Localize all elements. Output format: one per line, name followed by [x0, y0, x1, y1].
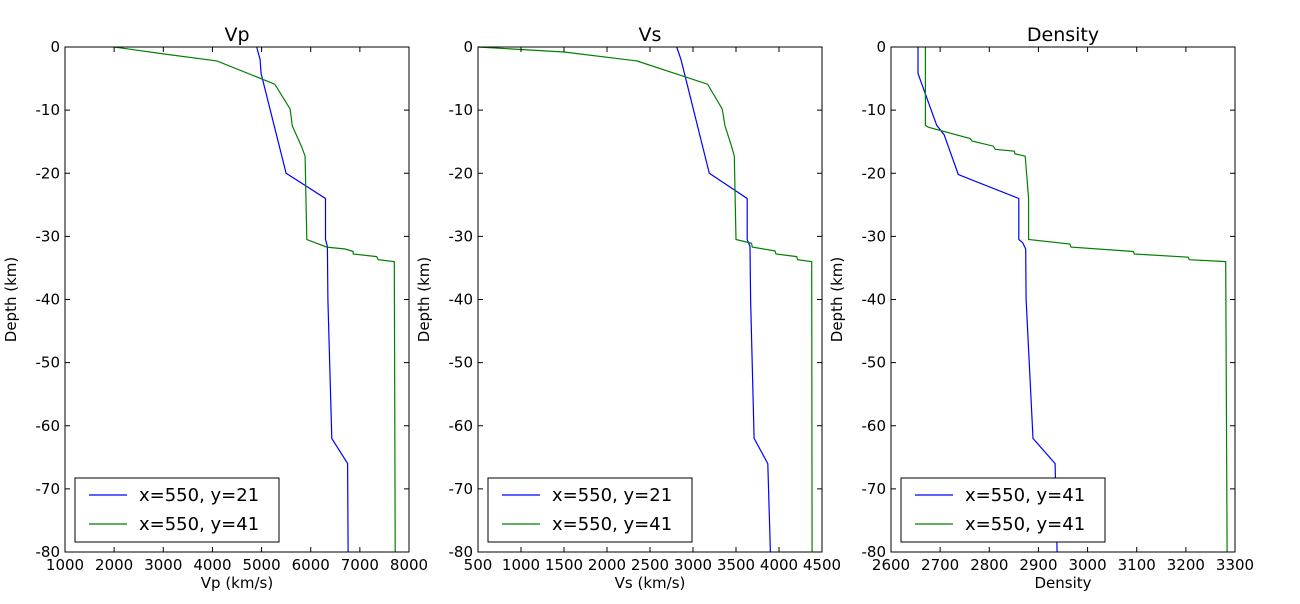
y-axis-label: Depth (km) [415, 257, 433, 342]
y-tick-label: -10 [449, 101, 474, 119]
y-tick-label: -40 [449, 291, 474, 309]
x-tick-label: 5000 [242, 556, 280, 574]
x-tick-label: 6000 [292, 556, 330, 574]
x-tick-label: 1000 [502, 556, 540, 574]
x-tick-label: 2800 [970, 556, 1008, 574]
legend-label: x=550, y=41 [965, 485, 1085, 506]
x-tick-label: 2000 [95, 556, 133, 574]
y-tick-label: -50 [862, 354, 887, 372]
y-tick-label: -20 [862, 164, 887, 182]
x-tick-label: 2500 [631, 556, 669, 574]
y-tick-label: -20 [36, 164, 61, 182]
legend: x=550, y=21 x=550, y=41 [487, 477, 693, 543]
y-axis-label: Depth (km) [828, 257, 846, 342]
subplot-title: Density [1027, 24, 1099, 46]
x-axis-label: Density [1034, 574, 1091, 592]
y-tick-label: -50 [449, 354, 474, 372]
y-tick-label: -60 [862, 417, 887, 435]
axes-frame [64, 46, 410, 553]
x-tick-label: 7000 [341, 556, 379, 574]
y-tick-label: -80 [449, 543, 474, 561]
subplot-density: 2600 2700 2800 2900 3000 3100 3200 3300 0 -10 -20 -… [828, 24, 1254, 592]
y-tick-label: -50 [36, 354, 61, 372]
subplot-title: Vs [639, 24, 662, 46]
y-tick-label: -70 [449, 480, 474, 498]
y-tick-label: -60 [449, 417, 474, 435]
y-tick-label: -60 [36, 417, 61, 435]
subplot-title: Vp [224, 24, 249, 46]
legend-label: x=550, y=41 [552, 514, 672, 535]
series-line-2 [114, 46, 396, 553]
y-tick-label: -20 [449, 164, 474, 182]
x-tick-label: 500 [464, 556, 493, 574]
y-tick-label: -70 [862, 480, 887, 498]
x-axis-label: Vs (km/s) [615, 574, 686, 592]
y-tick-label: -30 [449, 227, 474, 245]
legend-label: x=550, y=41 [139, 514, 259, 535]
x-tick-label: 3300 [1216, 556, 1254, 574]
x-tick-label: 3000 [1068, 556, 1106, 574]
series-line-2 [924, 47, 1228, 553]
y-tick-label: -80 [862, 543, 887, 561]
y-tick-label: -10 [862, 101, 887, 119]
x-tick-label: 4000 [760, 556, 798, 574]
y-tick-label: -70 [36, 480, 61, 498]
y-tick-label: -30 [36, 227, 61, 245]
x-tick-label: 2000 [588, 556, 626, 574]
legend-label: x=550, y=21 [552, 485, 672, 506]
legend-label: x=550, y=41 [965, 514, 1085, 535]
x-tick-label: 2900 [1019, 556, 1057, 574]
y-tick-label: -40 [36, 291, 61, 309]
legend-box [74, 477, 280, 543]
y-tick-label: -30 [862, 227, 887, 245]
x-tick-label: 3000 [674, 556, 712, 574]
series-line-1 [256, 46, 349, 553]
x-tick-label: 3500 [717, 556, 755, 574]
subplot-vp: 1000 2000 3000 4000 5000 6000 7000 8000 0 -10 -20 -… [2, 24, 428, 592]
x-tick-label: 1000 [46, 556, 84, 574]
legend: x=550, y=21 x=550, y=41 [74, 477, 280, 543]
y-axis-label: Depth (km) [2, 257, 20, 342]
legend-label: x=550, y=21 [139, 485, 259, 506]
series-line-1 [917, 47, 1058, 553]
y-tick-label: -80 [36, 543, 61, 561]
legend-box [900, 477, 1106, 543]
y-tick-label: -10 [36, 101, 61, 119]
series-line-2 [477, 46, 813, 553]
x-tick-label: 1500 [545, 556, 583, 574]
x-tick-label: 3100 [1118, 556, 1156, 574]
subplot-vs: 500 1000 1500 2000 2500 3000 3500 4000 4500 0 -10 -… [415, 24, 841, 592]
x-tick-label: 3200 [1167, 556, 1205, 574]
axes-frame [890, 46, 1236, 553]
legend: x=550, y=41 x=550, y=41 [900, 477, 1106, 543]
x-tick-label: 3000 [144, 556, 182, 574]
x-tick-label: 4000 [193, 556, 231, 574]
y-tick-label: 0 [463, 38, 473, 56]
x-tick-label: 2700 [921, 556, 959, 574]
y-tick-label: -40 [862, 291, 887, 309]
legend-box [487, 477, 693, 543]
series-line-1 [676, 46, 771, 553]
x-tick-label: 2600 [872, 556, 910, 574]
x-tick-label: 8000 [390, 556, 428, 574]
x-tick-label: 4500 [803, 556, 841, 574]
x-axis-label: Vp (km/s) [201, 574, 273, 592]
y-tick-label: 0 [876, 38, 886, 56]
axes-frame [477, 46, 823, 553]
y-tick-label: 0 [50, 38, 60, 56]
